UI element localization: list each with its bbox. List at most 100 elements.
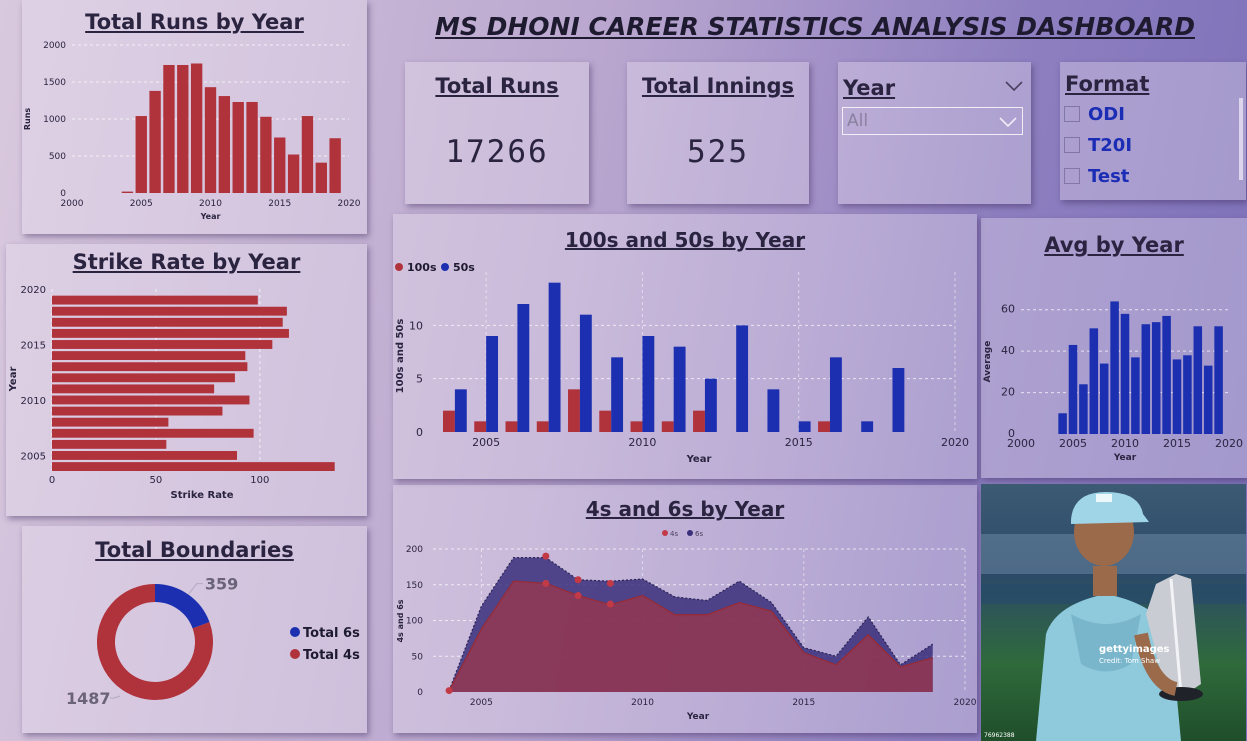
avg-by-year-card: Avg by Year 0 20 40 60 2000 2005 2010 2015 2020 Y… — [981, 218, 1247, 478]
bar — [1120, 313, 1130, 434]
format-option-test[interactable]: Test — [1064, 164, 1129, 188]
bar — [548, 282, 561, 432]
bar — [52, 295, 258, 305]
y-axis-title: 100s and 50s — [395, 319, 406, 394]
player-photo: gettyimages Credit: Tom Shaw 76962388 — [981, 484, 1246, 741]
bar — [661, 421, 674, 432]
bar — [232, 101, 244, 193]
donut-slice — [97, 584, 213, 700]
y-tick-label: 100 — [406, 617, 423, 627]
bar — [52, 340, 273, 349]
year-slicer-dropdown[interactable]: All — [842, 107, 1023, 135]
fours-sixes-chart: 0 50 100 150 200 2005 2010 2015 2020 4s 6s Year 4s a… — [396, 530, 977, 722]
x-tick-label: 2015 — [268, 199, 291, 209]
y-tick-label: 2015 — [21, 340, 46, 351]
bar — [177, 64, 189, 193]
bar — [329, 138, 341, 193]
y-tick-label: 2000 — [43, 41, 66, 51]
bar — [579, 314, 592, 432]
bar — [798, 421, 811, 432]
x-tick-label: 2020 — [338, 199, 361, 209]
legend-label: Total 4s — [303, 648, 360, 663]
y-tick-label: 2010 — [21, 396, 46, 407]
bar — [163, 64, 175, 193]
y-tick-label: 60 — [1001, 303, 1015, 316]
boundaries-title: Total Boundaries — [95, 538, 294, 562]
bar — [52, 328, 289, 338]
x-tick-label: 50 — [150, 475, 163, 486]
bar — [536, 421, 549, 432]
bar — [1214, 326, 1223, 434]
format-option-t20i[interactable]: T20I — [1064, 133, 1132, 157]
bar — [52, 428, 254, 438]
bar — [52, 373, 235, 383]
bar — [443, 410, 455, 432]
y-tick-label: 200 — [406, 545, 423, 555]
x-axis-title: Year — [200, 212, 221, 221]
legend-marker — [662, 530, 668, 536]
line-6s — [448, 556, 934, 691]
x-axis-title: Year — [686, 712, 710, 722]
line-4s — [448, 580, 933, 691]
y-axis-title: Runs — [23, 108, 32, 131]
legend-marker — [290, 649, 300, 659]
format-option-label: ODI — [1088, 103, 1125, 125]
legend-label: 100s — [407, 261, 437, 274]
strike-rate-title: Strike Rate by Year — [72, 250, 301, 274]
avg-by-year-title: Avg by Year — [1044, 233, 1184, 257]
chevron-down-icon[interactable] — [1005, 80, 1023, 92]
y-tick-label: 2020 — [21, 285, 46, 296]
fours-sixes-title: 4s and 6s by Year — [585, 497, 785, 521]
y-tick-label: 0 — [1008, 427, 1015, 440]
bar — [861, 421, 874, 432]
bar — [642, 336, 655, 432]
avg-by-year-chart: 0 20 40 60 2000 2005 2010 2015 2020 Year Average — [983, 301, 1243, 463]
data-marker — [606, 579, 614, 587]
photo-credit: Credit: Tom Shaw — [1099, 657, 1160, 665]
bar — [121, 191, 134, 193]
x-tick-label: 2005 — [470, 698, 493, 708]
x-tick-label: 0 — [49, 475, 55, 486]
x-tick-label: 2000 — [1007, 437, 1035, 450]
boundaries-card: Total Boundaries 359 1487 Total 6s Total 4s — [22, 526, 367, 733]
bar — [52, 406, 223, 416]
bar — [892, 368, 905, 432]
x-tick-label: 2020 — [1215, 437, 1243, 450]
bar — [1162, 315, 1171, 434]
checkbox-icon[interactable] — [1064, 106, 1080, 122]
legend-marker — [687, 530, 693, 536]
data-marker — [574, 576, 582, 584]
legend-label: 4s — [670, 530, 678, 538]
bar — [1183, 355, 1192, 434]
bar — [246, 101, 258, 193]
legend-label: Total 6s — [303, 626, 360, 641]
y-tick-label: 0 — [60, 189, 66, 199]
year-slicer: Year All — [838, 62, 1031, 204]
checkbox-icon[interactable] — [1064, 168, 1080, 184]
bar — [1203, 365, 1213, 434]
y-axis-title: Year — [8, 367, 19, 393]
bar — [1099, 363, 1109, 434]
x-tick-label: 2015 — [1163, 437, 1191, 450]
photo-watermark: gettyimages — [1099, 644, 1170, 655]
bar — [818, 421, 830, 432]
format-slicer-label: Format — [1065, 72, 1150, 96]
y-tick-label: 150 — [406, 581, 423, 591]
format-option-odi[interactable]: ODI — [1064, 102, 1125, 126]
bar — [52, 451, 237, 460]
bar — [673, 346, 686, 432]
bar — [486, 336, 499, 432]
bar — [190, 63, 203, 193]
checkbox-icon[interactable] — [1064, 137, 1080, 153]
slicer-scrollbar[interactable] — [1239, 98, 1243, 180]
x-tick-label: 2010 — [631, 698, 654, 708]
total-innings-card: Total Innings 525 — [627, 62, 809, 204]
y-tick-label: 20 — [1001, 386, 1015, 399]
y-tick-label: 40 — [1001, 344, 1015, 357]
bar — [767, 389, 780, 432]
x-axis-title: Year — [1113, 453, 1137, 463]
x-tick-label: 2020 — [941, 436, 969, 449]
total-runs-label: Total Runs — [435, 74, 559, 98]
y-tick-label: 500 — [49, 152, 66, 162]
boundaries-donut-chart: 359 1487 Total 6s Total 4s — [66, 575, 360, 708]
